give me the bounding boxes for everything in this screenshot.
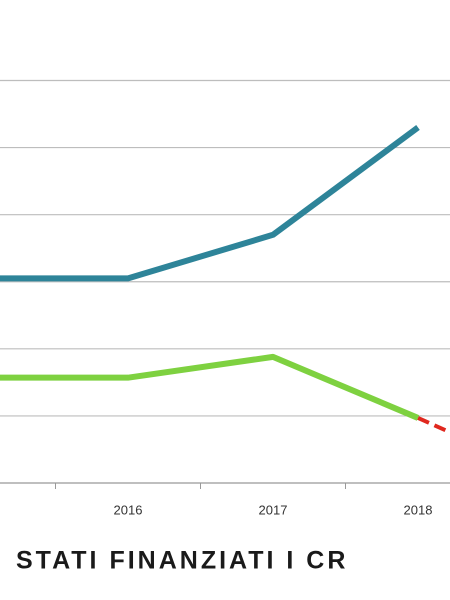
grid: 20152016201720182019 <box>0 79 450 517</box>
x-tick-label: 2016 <box>114 502 143 517</box>
plot <box>0 125 450 435</box>
series-line <box>0 125 420 282</box>
series-line <box>417 416 450 435</box>
x-tick-label: 2018 <box>404 502 433 517</box>
chart-title: STATI FINANZIATI I CR <box>16 547 348 575</box>
series-line <box>0 353 420 421</box>
x-tick-label: 2017 <box>259 502 288 517</box>
